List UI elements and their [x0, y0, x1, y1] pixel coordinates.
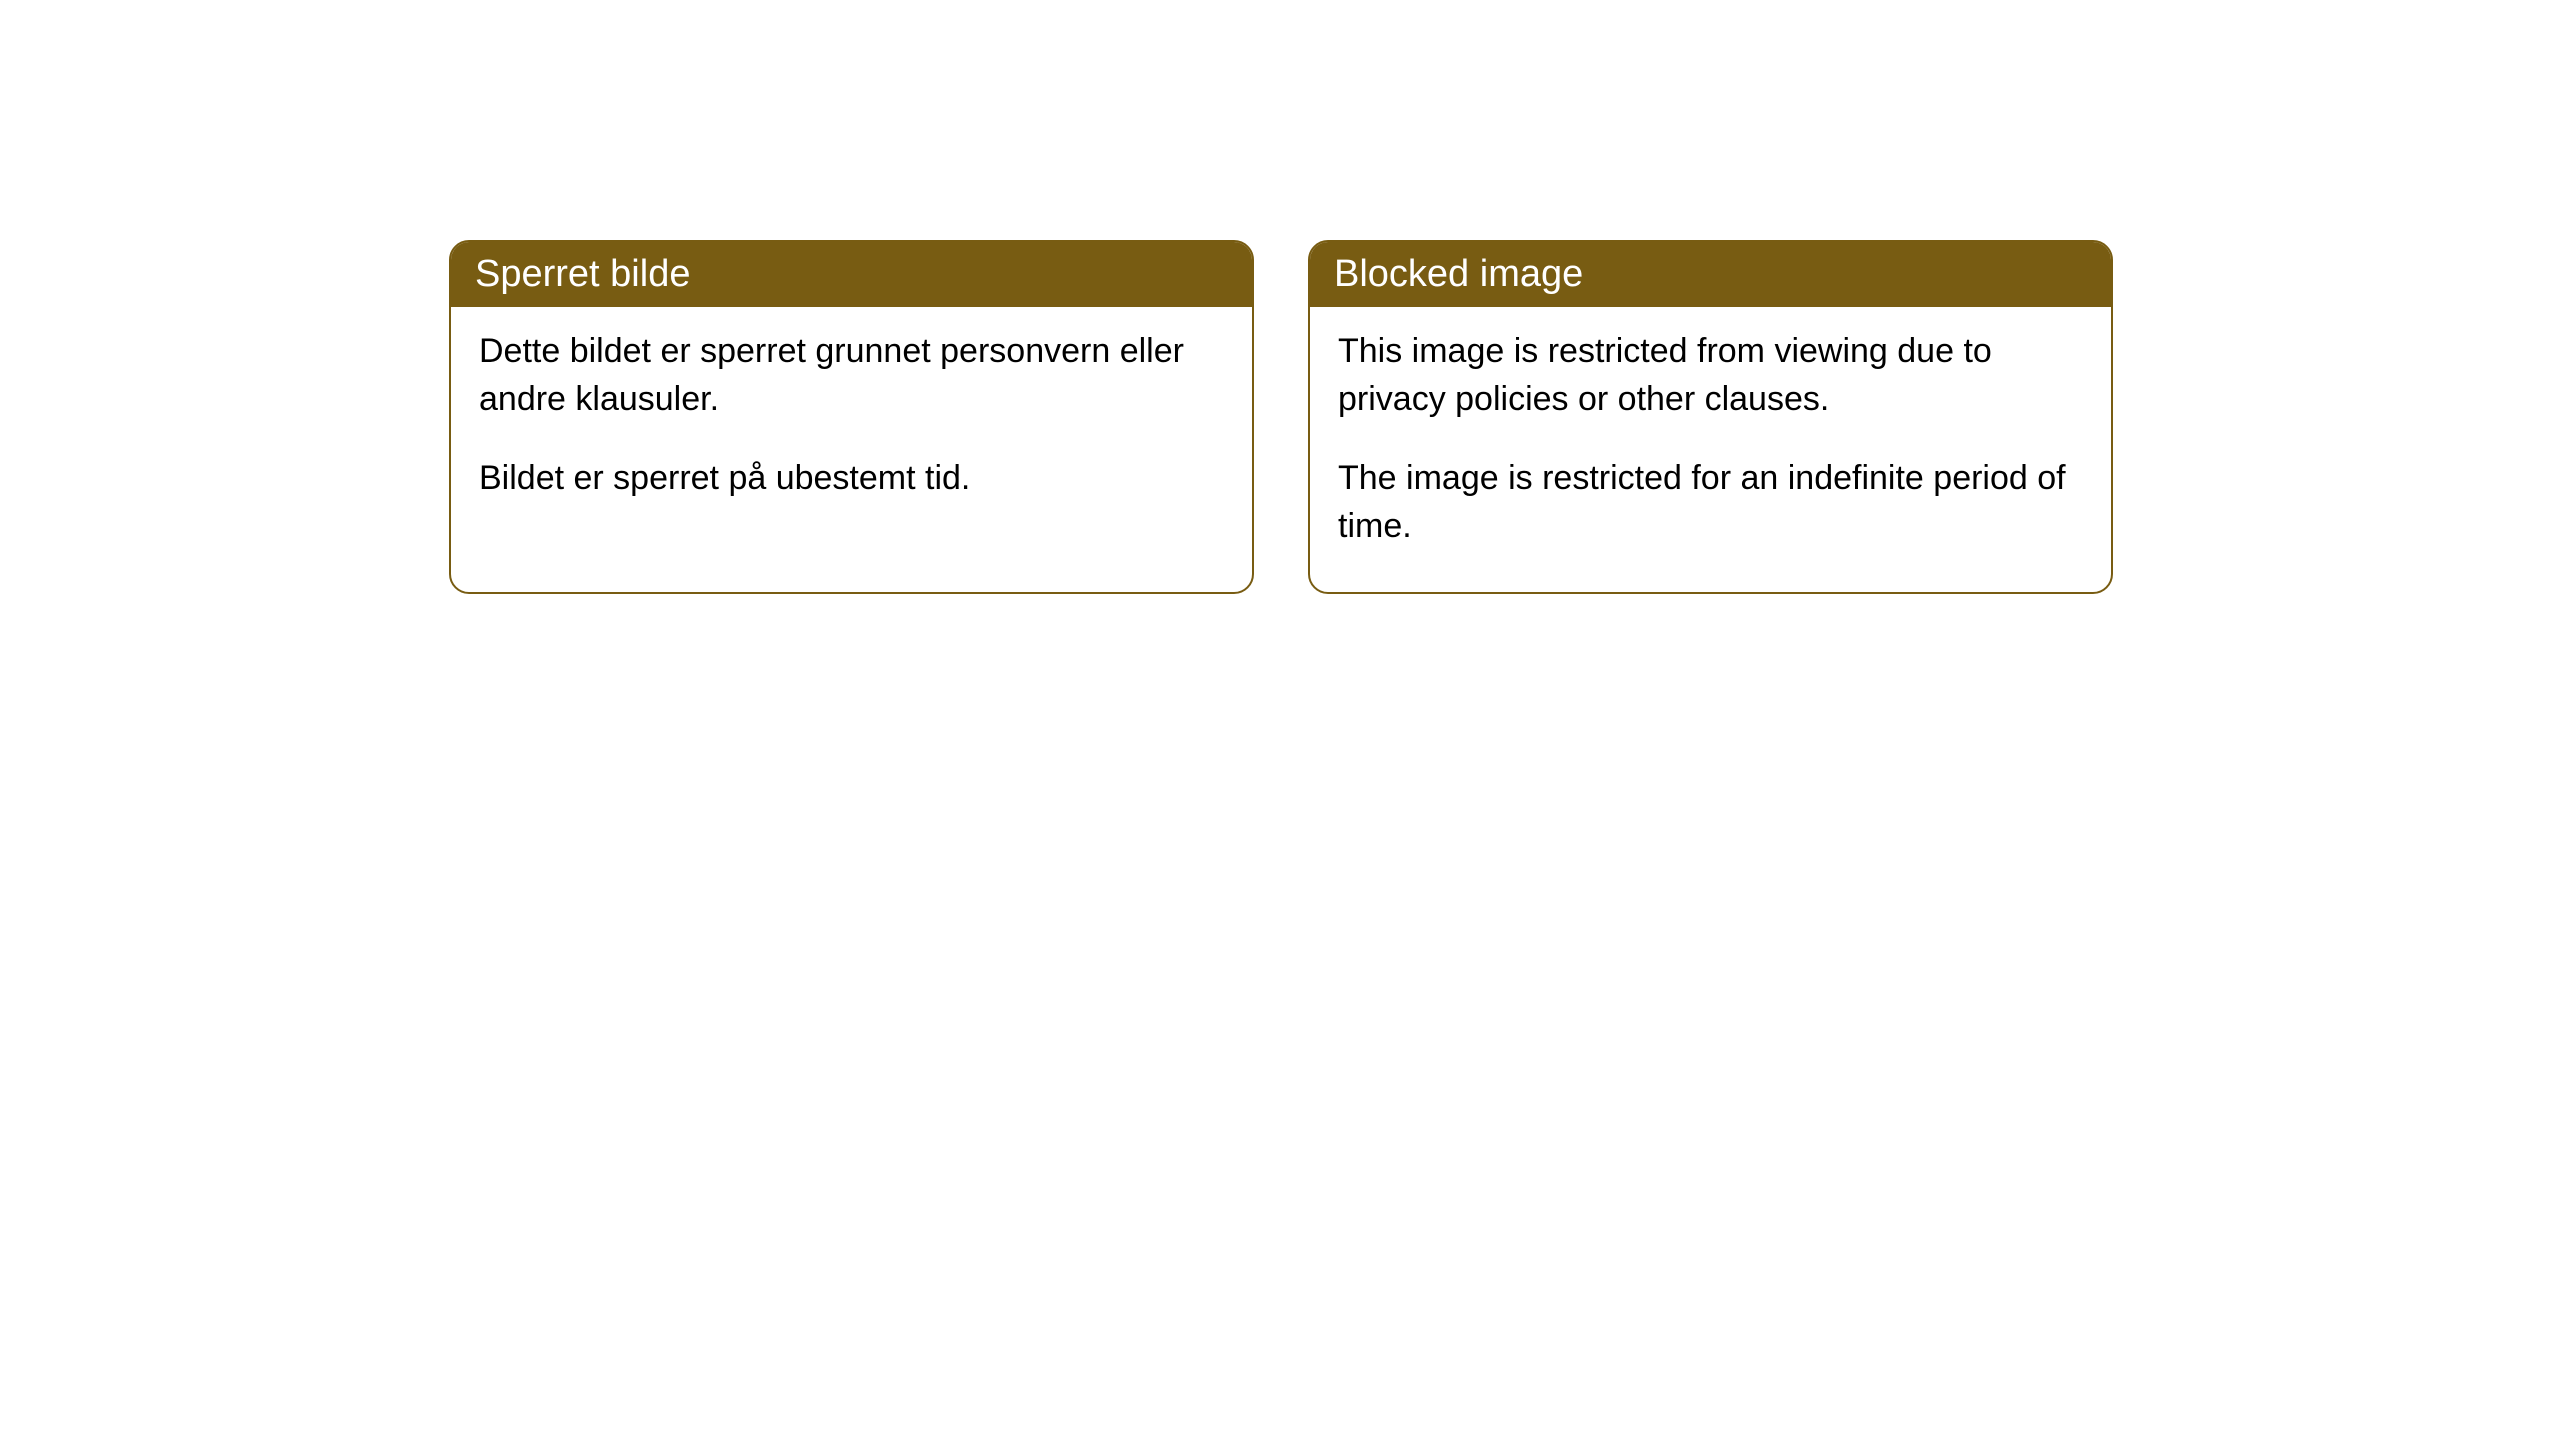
card-header: Blocked image [1310, 242, 2111, 307]
card-title: Blocked image [1334, 253, 1583, 295]
blocked-image-card-english: Blocked image This image is restricted f… [1308, 240, 2113, 594]
card-paragraph-1: This image is restricted from viewing du… [1338, 327, 2083, 424]
card-header: Sperret bilde [451, 242, 1252, 307]
cards-container: Sperret bilde Dette bildet er sperret gr… [449, 240, 2113, 594]
blocked-image-card-norwegian: Sperret bilde Dette bildet er sperret gr… [449, 240, 1254, 594]
card-paragraph-2: Bildet er sperret på ubestemt tid. [479, 454, 1224, 502]
card-body: This image is restricted from viewing du… [1310, 307, 2111, 592]
card-title: Sperret bilde [475, 253, 690, 295]
card-paragraph-2: The image is restricted for an indefinit… [1338, 454, 2083, 551]
card-paragraph-1: Dette bildet er sperret grunnet personve… [479, 327, 1224, 424]
card-body: Dette bildet er sperret grunnet personve… [451, 307, 1252, 544]
